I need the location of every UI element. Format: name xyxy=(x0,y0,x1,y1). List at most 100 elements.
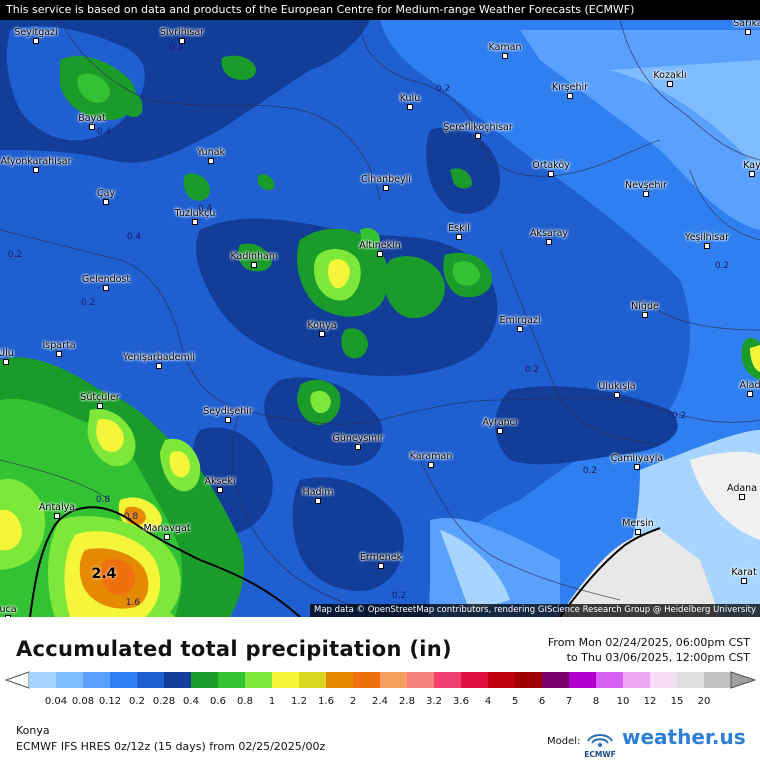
city-marker xyxy=(33,167,39,173)
period-from: From Mon 02/24/2025, 06:00pm CST xyxy=(548,635,750,650)
contour-value-label: 0.2 xyxy=(81,298,95,308)
city-label: Kadınhanı xyxy=(230,251,277,262)
contour-value-label: 0.2 xyxy=(8,250,22,260)
city-marker xyxy=(741,578,747,584)
city-label: Yunak xyxy=(197,147,225,158)
contour-value-label: 0.2 xyxy=(169,43,183,53)
city-label: Adana xyxy=(727,483,757,494)
city-label: uca xyxy=(0,604,17,615)
contour-value-label: 0.2 xyxy=(672,411,686,421)
city-label: Kozaklı xyxy=(653,70,686,81)
city-label: Yeşilhisar xyxy=(685,232,729,243)
scale-label: 5 xyxy=(512,696,518,707)
city-label: Ermenek xyxy=(360,552,402,563)
scale-label: 0.6 xyxy=(210,696,226,707)
city-marker xyxy=(428,462,434,468)
scale-swatch xyxy=(515,672,543,688)
city-marker xyxy=(33,38,39,44)
ecmwf-notice: This service is based on data and produc… xyxy=(0,0,760,20)
city-label: Sütçüler xyxy=(80,392,119,403)
scale-label: 3.6 xyxy=(453,696,469,707)
city-label: Isparta xyxy=(42,340,75,351)
city-marker xyxy=(497,428,503,434)
city-marker xyxy=(3,359,9,365)
contour-value-label: 0.4 xyxy=(97,127,111,137)
city-marker xyxy=(97,403,103,409)
scale-label: 3.2 xyxy=(426,696,442,707)
city-marker xyxy=(517,326,523,332)
forecast-period: From Mon 02/24/2025, 06:00pm CST to Thu … xyxy=(548,635,750,665)
city-label: Ulu xyxy=(0,348,14,359)
scale-label: 1 xyxy=(269,696,275,707)
city-marker xyxy=(208,158,214,164)
city-marker xyxy=(103,199,109,205)
city-label: Niğde xyxy=(631,301,659,312)
city-marker xyxy=(164,534,170,540)
city-marker xyxy=(383,185,389,191)
scale-swatch xyxy=(83,672,111,688)
city-marker xyxy=(54,513,60,519)
scale-swatch xyxy=(380,672,408,688)
scale-high-arrow xyxy=(731,672,755,688)
city-label: Çay xyxy=(97,188,115,199)
city-marker xyxy=(747,391,753,397)
scale-swatch xyxy=(542,672,570,688)
city-label: Eskil xyxy=(448,223,470,234)
scale-swatch xyxy=(56,672,84,688)
scale-low-arrow xyxy=(6,672,29,688)
city-label: Altınekin xyxy=(359,240,401,251)
scale-swatch xyxy=(677,672,705,688)
city-label: Nevşehir xyxy=(625,180,667,191)
city-label: Kay xyxy=(743,160,760,171)
ecmwf-logo-text: ECMWF xyxy=(584,750,616,759)
city-marker xyxy=(502,53,508,59)
scale-swatch xyxy=(164,672,192,688)
color-scale-bar xyxy=(0,669,760,695)
scale-label: 2 xyxy=(350,696,356,707)
city-label: Kulu xyxy=(400,93,420,104)
city-marker xyxy=(642,312,648,318)
scale-label: 1.6 xyxy=(318,696,334,707)
city-label: Bayat xyxy=(78,113,106,124)
contour-value-label: 0.8 xyxy=(96,495,110,505)
contour-value-label: 2.4 xyxy=(92,566,117,582)
city-marker xyxy=(156,363,162,369)
city-marker xyxy=(643,191,649,197)
scale-swatch xyxy=(326,672,354,688)
scale-swatch xyxy=(704,672,732,688)
city-marker xyxy=(407,104,413,110)
map-title: Accumulated total precipitation (in) xyxy=(16,637,452,661)
weather-us-logo[interactable]: weather.us xyxy=(622,725,746,749)
scale-swatch xyxy=(299,672,327,688)
city-marker xyxy=(225,417,231,423)
city-label: Antalya xyxy=(39,502,75,513)
city-marker xyxy=(635,529,641,535)
city-marker xyxy=(739,494,745,500)
city-label: Cihanbeyli xyxy=(361,174,411,185)
city-label: Gelendost xyxy=(82,274,130,285)
city-label: Güneysınır xyxy=(332,433,383,444)
city-marker xyxy=(567,93,573,99)
scale-label: 2.8 xyxy=(399,696,415,707)
city-marker xyxy=(548,171,554,177)
city-label: Hadim xyxy=(303,487,334,498)
city-label: Manavgat xyxy=(143,523,190,534)
scale-swatch xyxy=(29,672,57,688)
scale-label: 20 xyxy=(698,696,711,707)
city-marker xyxy=(378,563,384,569)
city-marker xyxy=(56,351,62,357)
city-marker xyxy=(614,392,620,398)
scale-label: 2.4 xyxy=(372,696,388,707)
scale-swatch xyxy=(569,672,597,688)
ecmwf-logo-icon: ECMWF xyxy=(582,727,618,759)
contour-value-label: 0.2 xyxy=(392,591,406,601)
city-marker xyxy=(103,285,109,291)
map-attribution[interactable]: Map data © OpenStreetMap contributors, r… xyxy=(310,604,760,617)
city-marker xyxy=(475,133,481,139)
contour-value-label: 0.2 xyxy=(583,466,597,476)
scale-label: 15 xyxy=(671,696,684,707)
scale-label: 0.4 xyxy=(183,696,199,707)
scale-swatch xyxy=(137,672,165,688)
